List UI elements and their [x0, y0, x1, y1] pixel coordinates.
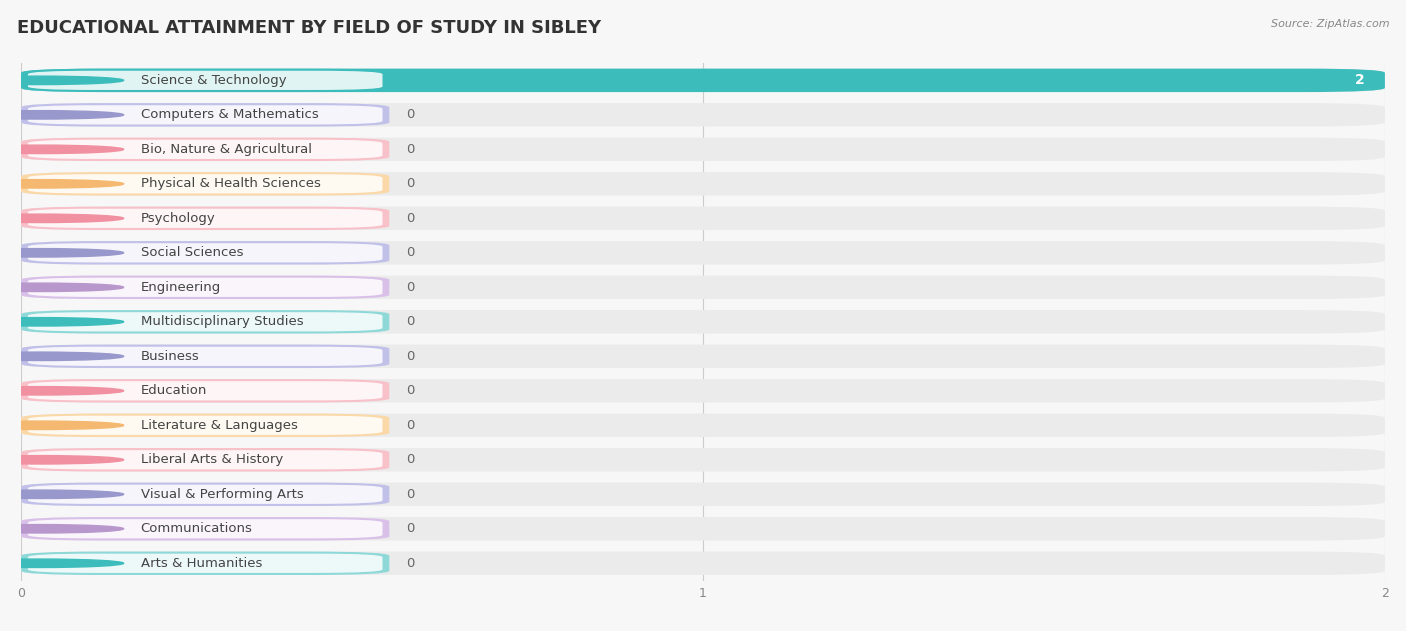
Text: Business: Business	[141, 350, 200, 363]
Text: 0: 0	[406, 350, 415, 363]
Circle shape	[0, 490, 124, 498]
Text: Physical & Health Sciences: Physical & Health Sciences	[141, 177, 321, 191]
Circle shape	[0, 524, 124, 533]
Text: 0: 0	[406, 316, 415, 328]
FancyBboxPatch shape	[21, 517, 1385, 541]
Circle shape	[0, 456, 124, 464]
Text: 0: 0	[406, 143, 415, 156]
Circle shape	[0, 317, 124, 326]
Text: 2: 2	[1355, 73, 1364, 87]
FancyBboxPatch shape	[28, 278, 382, 297]
Circle shape	[0, 283, 124, 292]
FancyBboxPatch shape	[28, 209, 382, 228]
FancyBboxPatch shape	[21, 310, 389, 334]
FancyBboxPatch shape	[21, 379, 389, 403]
FancyBboxPatch shape	[21, 206, 1385, 230]
FancyBboxPatch shape	[21, 413, 389, 437]
Text: EDUCATIONAL ATTAINMENT BY FIELD OF STUDY IN SIBLEY: EDUCATIONAL ATTAINMENT BY FIELD OF STUDY…	[17, 19, 600, 37]
Text: Liberal Arts & History: Liberal Arts & History	[141, 453, 283, 466]
FancyBboxPatch shape	[21, 103, 389, 127]
Text: 0: 0	[406, 488, 415, 501]
FancyBboxPatch shape	[21, 138, 389, 161]
Text: 0: 0	[406, 453, 415, 466]
Text: Arts & Humanities: Arts & Humanities	[141, 557, 262, 570]
Text: Science & Technology: Science & Technology	[141, 74, 287, 87]
FancyBboxPatch shape	[28, 553, 382, 573]
FancyBboxPatch shape	[28, 381, 382, 401]
Text: 0: 0	[406, 281, 415, 294]
FancyBboxPatch shape	[28, 105, 382, 124]
Text: Computers & Mathematics: Computers & Mathematics	[141, 109, 318, 121]
Text: Communications: Communications	[141, 522, 253, 535]
Text: 0: 0	[406, 212, 415, 225]
Text: Visual & Performing Arts: Visual & Performing Arts	[141, 488, 304, 501]
Text: Bio, Nature & Agricultural: Bio, Nature & Agricultural	[141, 143, 312, 156]
Circle shape	[0, 214, 124, 223]
Text: Literature & Languages: Literature & Languages	[141, 419, 298, 432]
Circle shape	[0, 180, 124, 188]
FancyBboxPatch shape	[28, 312, 382, 331]
FancyBboxPatch shape	[21, 345, 1385, 368]
Text: Psychology: Psychology	[141, 212, 215, 225]
Text: Education: Education	[141, 384, 207, 398]
FancyBboxPatch shape	[28, 174, 382, 194]
FancyBboxPatch shape	[21, 483, 1385, 506]
FancyBboxPatch shape	[21, 276, 389, 299]
Circle shape	[0, 76, 124, 85]
Text: 0: 0	[406, 557, 415, 570]
FancyBboxPatch shape	[21, 172, 389, 196]
FancyBboxPatch shape	[28, 450, 382, 469]
Text: 0: 0	[406, 109, 415, 121]
FancyBboxPatch shape	[21, 483, 389, 506]
FancyBboxPatch shape	[28, 416, 382, 435]
FancyBboxPatch shape	[21, 551, 1385, 575]
FancyBboxPatch shape	[21, 103, 1385, 127]
FancyBboxPatch shape	[28, 485, 382, 504]
Text: 0: 0	[406, 522, 415, 535]
FancyBboxPatch shape	[28, 346, 382, 366]
FancyBboxPatch shape	[21, 276, 1385, 299]
FancyBboxPatch shape	[28, 139, 382, 159]
Text: 0: 0	[406, 177, 415, 191]
Text: Social Sciences: Social Sciences	[141, 246, 243, 259]
FancyBboxPatch shape	[21, 551, 389, 575]
Circle shape	[0, 559, 124, 567]
FancyBboxPatch shape	[21, 345, 389, 368]
Text: 0: 0	[406, 419, 415, 432]
Text: Multidisciplinary Studies: Multidisciplinary Studies	[141, 316, 304, 328]
FancyBboxPatch shape	[21, 241, 389, 264]
FancyBboxPatch shape	[28, 71, 382, 90]
Text: Engineering: Engineering	[141, 281, 221, 294]
Text: 0: 0	[406, 384, 415, 398]
FancyBboxPatch shape	[21, 172, 1385, 196]
FancyBboxPatch shape	[21, 448, 1385, 471]
FancyBboxPatch shape	[21, 138, 1385, 161]
Circle shape	[0, 352, 124, 360]
FancyBboxPatch shape	[21, 413, 1385, 437]
FancyBboxPatch shape	[21, 241, 1385, 264]
Circle shape	[0, 249, 124, 257]
FancyBboxPatch shape	[21, 310, 1385, 334]
FancyBboxPatch shape	[21, 69, 389, 92]
FancyBboxPatch shape	[21, 69, 1385, 92]
FancyBboxPatch shape	[28, 519, 382, 538]
Circle shape	[0, 110, 124, 119]
FancyBboxPatch shape	[28, 243, 382, 262]
Circle shape	[0, 421, 124, 430]
FancyBboxPatch shape	[21, 517, 389, 541]
Circle shape	[0, 145, 124, 153]
FancyBboxPatch shape	[21, 448, 389, 471]
Text: 0: 0	[406, 246, 415, 259]
Circle shape	[0, 387, 124, 395]
FancyBboxPatch shape	[21, 69, 1385, 92]
FancyBboxPatch shape	[21, 206, 389, 230]
FancyBboxPatch shape	[21, 379, 1385, 403]
Text: Source: ZipAtlas.com: Source: ZipAtlas.com	[1271, 19, 1389, 29]
